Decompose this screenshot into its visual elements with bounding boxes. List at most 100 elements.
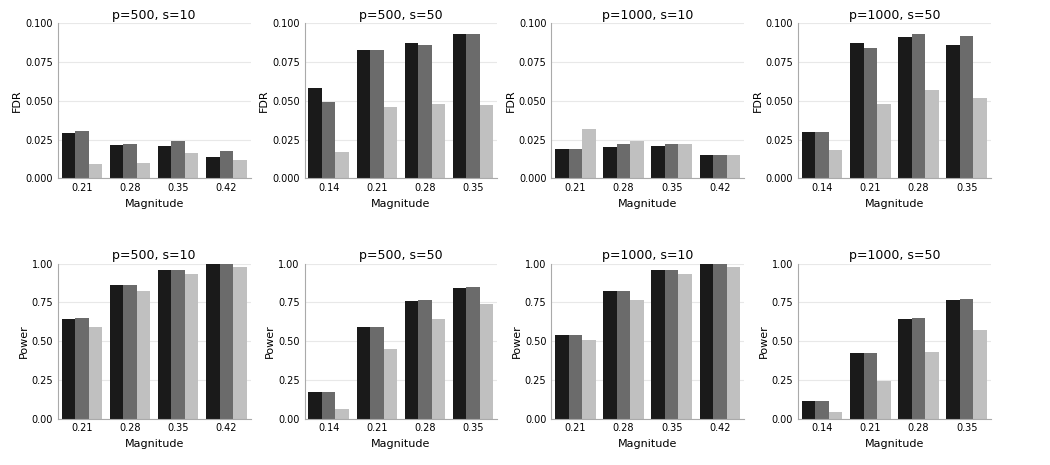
Bar: [418, 300, 432, 418]
Bar: [110, 145, 123, 178]
Bar: [357, 327, 370, 418]
X-axis label: Magnitude: Magnitude: [372, 199, 430, 209]
Bar: [630, 141, 644, 178]
Bar: [604, 147, 616, 178]
Legend: DSILT, ILMA, One-shot: DSILT, ILMA, One-shot: [741, 70, 819, 132]
Bar: [76, 131, 88, 178]
Y-axis label: FDR: FDR: [753, 89, 762, 112]
Legend: DSILT, ILMA, One-shot: DSILT, ILMA, One-shot: [741, 310, 819, 372]
Bar: [678, 144, 692, 178]
Bar: [233, 267, 247, 418]
Legend: DSILT, ILMA, One-shot: DSILT, ILMA, One-shot: [988, 310, 1050, 372]
X-axis label: Magnitude: Magnitude: [618, 199, 677, 209]
Bar: [480, 106, 494, 178]
Y-axis label: Power: Power: [512, 324, 522, 358]
Bar: [604, 292, 616, 418]
X-axis label: Magnitude: Magnitude: [372, 439, 430, 449]
Bar: [911, 318, 925, 418]
X-axis label: Magnitude: Magnitude: [865, 199, 924, 209]
Bar: [850, 43, 863, 178]
Bar: [960, 36, 973, 178]
Bar: [727, 267, 740, 418]
Bar: [158, 270, 171, 418]
Bar: [616, 291, 630, 418]
Bar: [309, 88, 322, 178]
X-axis label: Magnitude: Magnitude: [865, 439, 924, 449]
Legend: DSILT, ILMA, One-shot: DSILT, ILMA, One-shot: [495, 310, 572, 372]
Bar: [335, 152, 349, 178]
Legend: DSILT, ILMA, One-shot: DSILT, ILMA, One-shot: [248, 310, 326, 372]
Bar: [569, 335, 582, 418]
Bar: [713, 155, 727, 178]
Bar: [569, 149, 582, 178]
Bar: [555, 335, 569, 418]
Bar: [322, 392, 335, 418]
Bar: [616, 144, 630, 178]
Bar: [404, 43, 418, 178]
Bar: [453, 34, 466, 178]
Bar: [322, 102, 335, 178]
Y-axis label: Power: Power: [19, 324, 28, 358]
Bar: [699, 264, 713, 418]
Bar: [582, 340, 595, 418]
Bar: [136, 163, 150, 178]
Bar: [123, 144, 136, 178]
Bar: [960, 299, 973, 418]
Title: p=1000, s=50: p=1000, s=50: [848, 9, 940, 22]
Bar: [665, 144, 678, 178]
Title: p=1000, s=10: p=1000, s=10: [602, 249, 693, 262]
Legend: DSILT, ILMA, One-shot: DSILT, ILMA, One-shot: [495, 70, 572, 132]
Bar: [466, 34, 480, 178]
Y-axis label: Power: Power: [759, 324, 769, 358]
Bar: [877, 104, 890, 178]
Bar: [383, 349, 397, 418]
Bar: [925, 90, 939, 178]
X-axis label: Magnitude: Magnitude: [125, 199, 184, 209]
Bar: [816, 401, 828, 419]
Bar: [651, 146, 665, 178]
Bar: [335, 409, 349, 418]
Bar: [898, 37, 911, 178]
Bar: [357, 50, 370, 178]
Bar: [206, 264, 219, 418]
Bar: [219, 151, 233, 178]
Bar: [136, 291, 150, 418]
Bar: [863, 48, 877, 178]
Bar: [466, 287, 480, 418]
Bar: [185, 274, 198, 418]
Bar: [432, 319, 445, 418]
Bar: [850, 353, 863, 418]
Bar: [62, 133, 76, 178]
Bar: [171, 271, 185, 418]
Y-axis label: FDR: FDR: [506, 89, 516, 112]
Bar: [630, 300, 644, 418]
Title: p=500, s=50: p=500, s=50: [359, 9, 443, 22]
Bar: [898, 319, 911, 418]
Title: p=500, s=10: p=500, s=10: [112, 9, 196, 22]
Bar: [877, 381, 890, 418]
Bar: [946, 45, 960, 178]
Bar: [665, 270, 678, 418]
Bar: [678, 274, 692, 418]
X-axis label: Magnitude: Magnitude: [125, 439, 184, 449]
Bar: [383, 107, 397, 178]
Bar: [309, 392, 322, 418]
Bar: [802, 132, 816, 178]
Bar: [582, 129, 595, 178]
Bar: [370, 50, 383, 178]
Bar: [233, 160, 247, 178]
Bar: [76, 318, 88, 418]
Title: p=500, s=50: p=500, s=50: [359, 249, 443, 262]
Bar: [88, 164, 102, 178]
Bar: [370, 327, 383, 418]
Bar: [110, 285, 123, 418]
Bar: [219, 264, 233, 418]
Bar: [727, 155, 740, 178]
Legend: DSILT, ILMA, One-shot: DSILT, ILMA, One-shot: [988, 70, 1050, 132]
Bar: [453, 287, 466, 418]
Y-axis label: FDR: FDR: [13, 89, 22, 112]
Bar: [206, 157, 219, 178]
Title: p=1000, s=50: p=1000, s=50: [848, 249, 940, 262]
Bar: [555, 149, 569, 178]
Bar: [863, 353, 877, 418]
